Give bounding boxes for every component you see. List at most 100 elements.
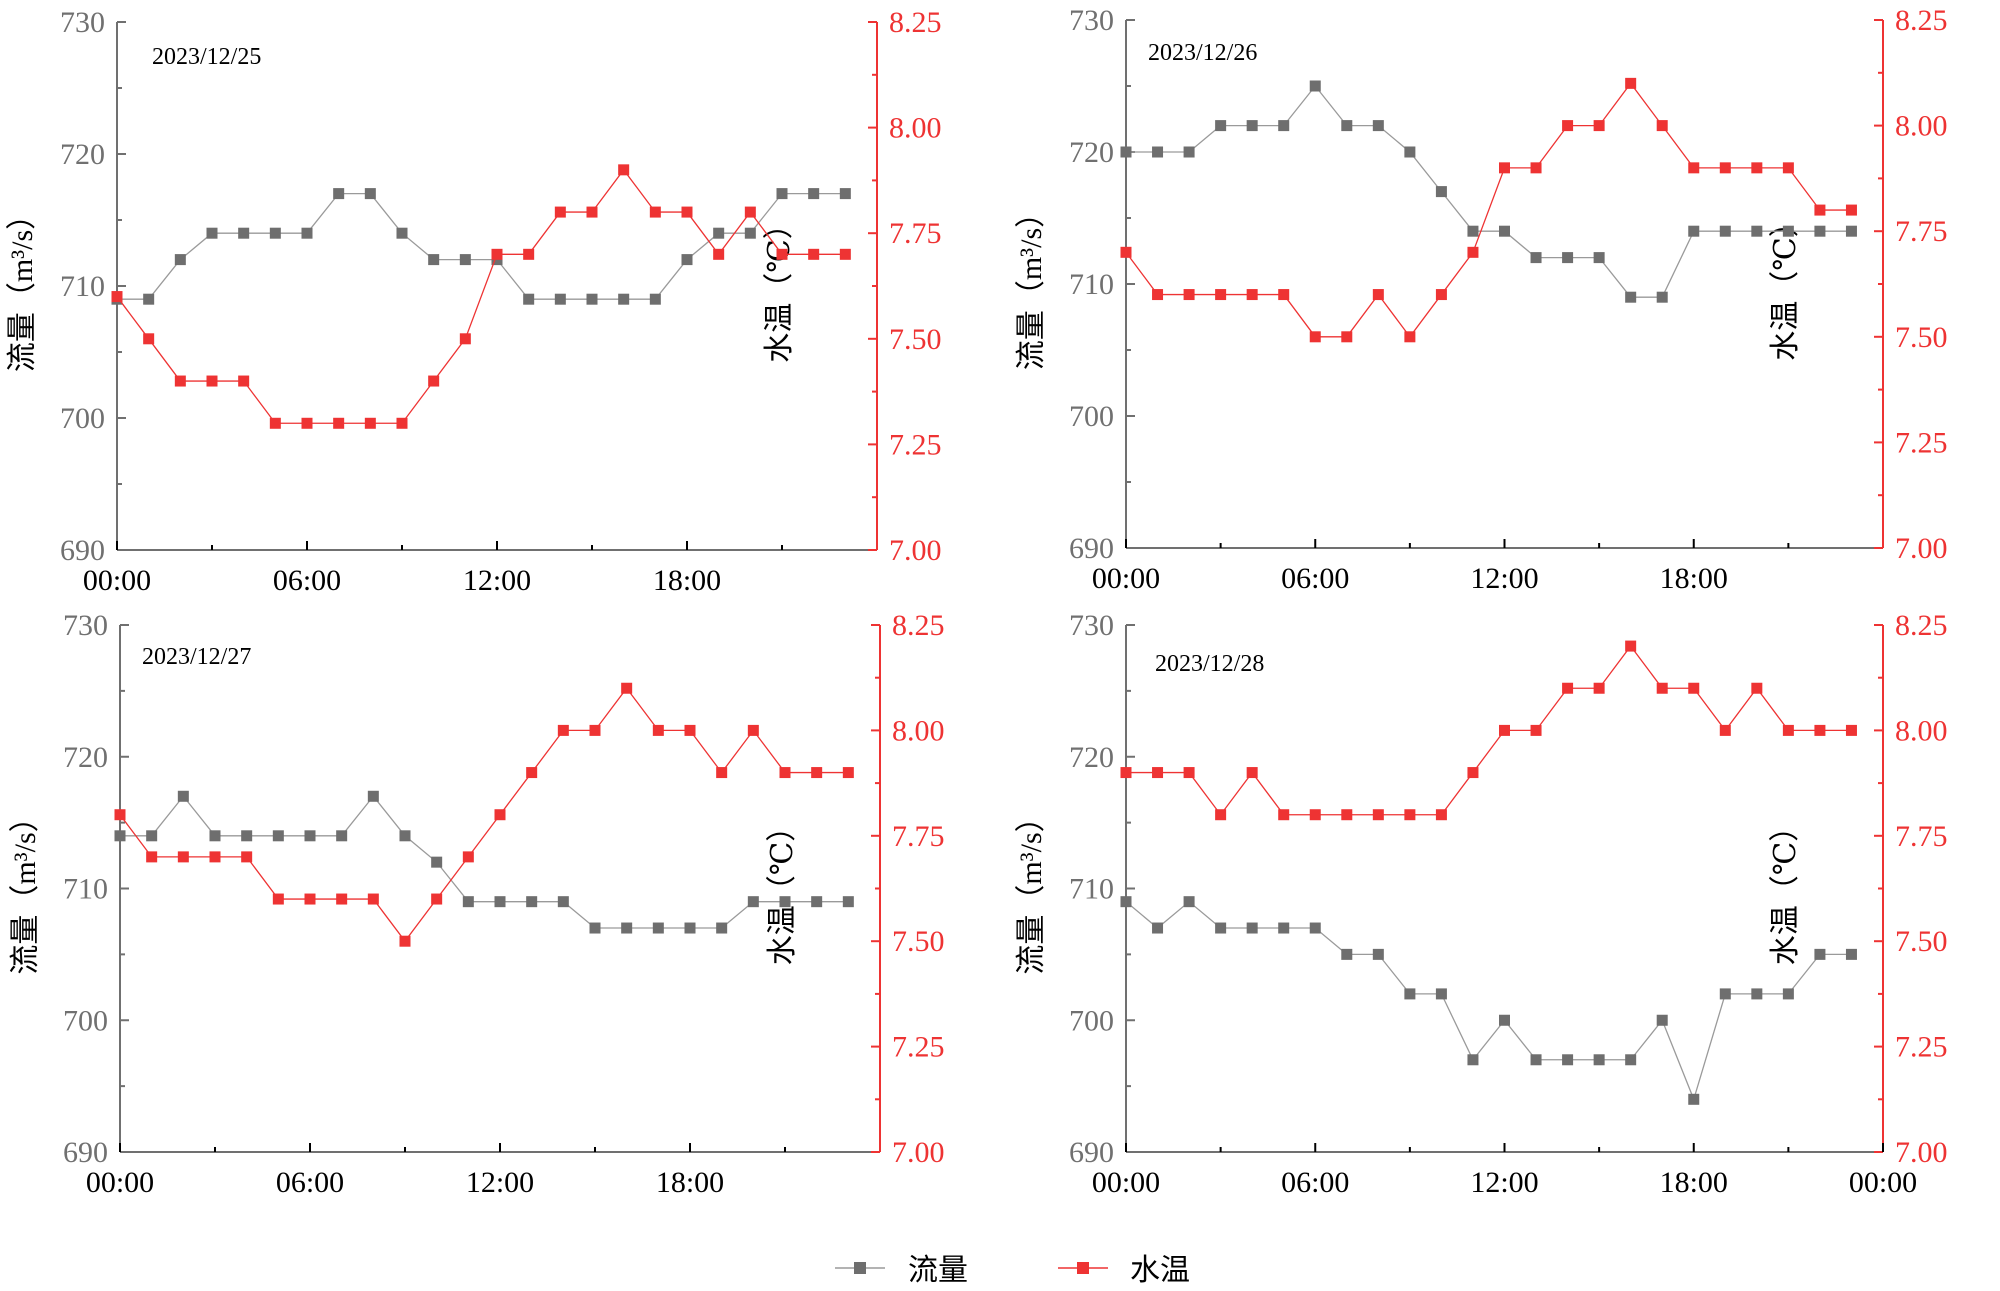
- flow-point: [776, 188, 788, 200]
- temp-point: [1246, 289, 1258, 301]
- flow-point: [652, 922, 664, 934]
- chart-panel-2: 690 700 710 720 730 7.00 7.25 7.50 7.75 8.00 8.25 0…: [1015, 4, 1948, 595]
- flow-point: [1215, 922, 1227, 934]
- temp-point: [1372, 809, 1384, 821]
- temp-point: [523, 248, 535, 260]
- temp-point: [1152, 289, 1164, 301]
- flow-point: [557, 896, 569, 908]
- flow-point: [396, 227, 408, 239]
- right-tick-label: 7.50: [889, 323, 942, 356]
- right-tick-label: 7.25: [889, 428, 942, 461]
- flow-point: [839, 188, 851, 200]
- x-tick-label: 18:00: [1660, 562, 1728, 595]
- temp-point: [1562, 682, 1574, 694]
- temp-point: [557, 724, 569, 736]
- flow-point: [1467, 1054, 1479, 1066]
- x-tick-label: 18:00: [656, 1166, 724, 1199]
- x-tick-label: 00:00: [83, 564, 151, 597]
- chart-panel-3: 690 700 710 720 730 7.00 7.25 7.50 7.75 8.00 8.25 0…: [9, 609, 945, 1199]
- flow-point: [494, 896, 506, 908]
- date-label: 2023/12/28: [1155, 651, 1264, 677]
- flow-point: [1246, 922, 1258, 934]
- flow-point: [681, 254, 693, 266]
- temp-point: [143, 333, 155, 345]
- temp-point: [1183, 767, 1195, 779]
- temp-point: [1814, 204, 1826, 216]
- flow-point: [1372, 948, 1384, 960]
- temp-point: [1120, 246, 1132, 258]
- flow-point: [1120, 896, 1132, 908]
- left-tick-label: 710: [1069, 268, 1114, 301]
- flow-point: [811, 896, 823, 908]
- legend-temp-marker: [1077, 1262, 1089, 1274]
- temp-point: [111, 291, 123, 303]
- flow-point: [1530, 1054, 1542, 1066]
- right-axis-title: 水温（℃）: [1769, 812, 1802, 966]
- chart-panel-1: 690 700 710 720 730 7.00 7.25 7.50 7.75 8.00 8.25 0…: [6, 6, 942, 597]
- flow-point: [1625, 291, 1637, 303]
- temp-point: [396, 417, 408, 429]
- flow-point: [1246, 120, 1258, 132]
- flow-point: [1152, 922, 1164, 934]
- flow-point: [301, 227, 313, 239]
- flow-point: [716, 922, 728, 934]
- left-tick-label: 730: [1069, 4, 1114, 37]
- temp-point: [1246, 767, 1258, 779]
- left-tick-label: 720: [63, 741, 108, 774]
- temp-series-line: [1126, 644, 1852, 816]
- x-tick-label: 06:00: [276, 1166, 344, 1199]
- temp-point: [1688, 682, 1700, 694]
- temp-point: [1751, 682, 1763, 694]
- flow-point: [586, 293, 598, 305]
- right-tick-label: 7.50: [892, 925, 945, 958]
- flow-point: [1751, 225, 1763, 237]
- temp-point: [1404, 331, 1416, 343]
- temp-point: [1341, 331, 1353, 343]
- temp-point: [621, 682, 633, 694]
- flow-point: [1341, 948, 1353, 960]
- flow-point: [1120, 146, 1132, 158]
- right-tick-label: 7.00: [892, 1136, 945, 1169]
- flow-point: [744, 227, 756, 239]
- flow-point: [1278, 120, 1290, 132]
- right-tick-label: 7.00: [1895, 532, 1948, 565]
- temp-point: [776, 248, 788, 260]
- temp-point: [301, 417, 313, 429]
- temp-point: [589, 724, 601, 736]
- temp-point: [554, 206, 566, 218]
- flow-point: [462, 896, 474, 908]
- flow-point: [1782, 225, 1794, 237]
- temp-point: [1372, 289, 1384, 301]
- temp-point: [494, 809, 506, 821]
- right-tick-label: 7.50: [1895, 925, 1948, 958]
- flow-point: [1183, 146, 1195, 158]
- right-tick-label: 8.25: [1895, 609, 1948, 642]
- flow-point: [143, 293, 155, 305]
- left-tick-label: 700: [1069, 1004, 1114, 1037]
- flow-point: [808, 188, 820, 200]
- temp-point: [1593, 682, 1605, 694]
- legend: 流量 水温: [835, 1254, 1190, 1287]
- flow-point: [1309, 80, 1321, 92]
- legend-temp-label: 水温: [1130, 1254, 1190, 1287]
- temp-point: [713, 248, 725, 260]
- temp-point: [177, 851, 189, 863]
- flow-point: [1404, 988, 1416, 1000]
- temp-point: [1530, 162, 1542, 174]
- temp-point: [1435, 289, 1447, 301]
- right-tick-label: 8.00: [889, 112, 942, 145]
- flow-series-line: [117, 192, 846, 300]
- flow-point: [272, 830, 284, 842]
- flow-point: [177, 790, 189, 802]
- flow-point: [1499, 225, 1510, 237]
- right-tick-label: 7.25: [892, 1031, 945, 1064]
- temp-point: [367, 893, 379, 905]
- temp-point: [684, 724, 696, 736]
- flow-point: [174, 254, 186, 266]
- temp-point: [1656, 120, 1668, 132]
- chart-panels: 690 700 710 720 730 7.00 7.25 7.50 7.75 8.00 8.25 0…: [6, 4, 1948, 1199]
- x-tick-label: 06:00: [1281, 1166, 1349, 1199]
- flow-point: [431, 856, 443, 868]
- flow-point: [1152, 146, 1164, 158]
